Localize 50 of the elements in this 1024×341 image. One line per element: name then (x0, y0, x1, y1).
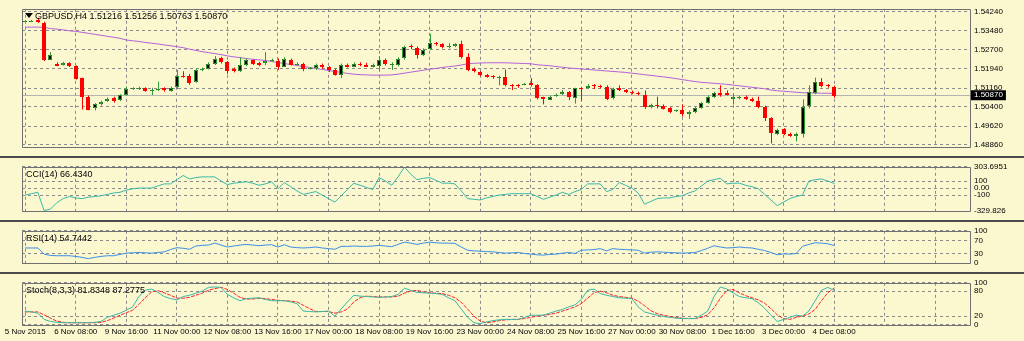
x-tick-label: 27 Nov 00:00 (608, 327, 657, 337)
candlestick (554, 92, 558, 98)
y-tick-label: 100 (974, 278, 988, 287)
y-tick-label: 1.52700 (974, 45, 1004, 55)
candlestick (181, 70, 185, 79)
y-tick-label: 70 (974, 235, 984, 245)
candlestick (579, 86, 583, 102)
y-tick-label: 100 (974, 226, 988, 235)
y-tick-label: 100 (974, 176, 988, 186)
x-tick-label: 17 Nov 00:00 (304, 327, 353, 337)
x-tick-label: 19 Nov 16:00 (405, 327, 454, 337)
x-tick-label: 9 Nov 16:00 (104, 327, 149, 337)
y-tick-label: 80 (974, 286, 984, 296)
x-tick-label: 6 Nov 08:00 (54, 327, 98, 337)
x-tick-label: 30 Nov 08:00 (658, 327, 707, 337)
y-tick-label: 0 (974, 319, 979, 329)
y-tick-label: 0.00 (974, 183, 991, 193)
y-tick-label: 303.6951 (974, 162, 1008, 171)
y-tick-label: 20 (974, 311, 984, 321)
x-tick-label: 11 Nov 00:00 (153, 327, 201, 337)
x-tick-label: 24 Nov 08:00 (506, 327, 556, 337)
chart-title: CCI(14) 66.4340 (26, 168, 93, 179)
candlestick (801, 98, 805, 139)
x-tick-label: 1 Dec 16:00 (711, 327, 756, 337)
y-tick-label: 0 (974, 258, 979, 268)
y-tick-label: -329.826 (974, 206, 1007, 216)
y-tick-label: 1.51160 (974, 83, 1003, 93)
y-tick-label: 1.50400 (974, 102, 1004, 112)
candlestick (807, 84, 811, 109)
y-tick-label: 1.48860 (974, 140, 1004, 150)
y-tick-label: 30 (974, 248, 984, 258)
chart-title: GBPUSD,H4 1.51216 1.51256 1.50763 1.50870 (35, 10, 228, 21)
x-tick-label: 3 Dec 00:00 (761, 327, 806, 337)
x-tick-label: 25 Nov 16:00 (557, 327, 606, 337)
x-tick-label: 23 Nov 00:00 (456, 327, 505, 337)
chart-title: RSI(14) 54.7442 (26, 232, 93, 243)
y-tick-label: 1.49620 (974, 121, 1004, 131)
candlestick (175, 69, 179, 90)
y-tick-label: 1.51940 (974, 63, 1004, 73)
y-tick-label: -100 (974, 190, 991, 200)
x-tick-label: 18 Nov 08:00 (355, 327, 404, 337)
ref-line-label: 1.50870 (974, 90, 1004, 100)
x-tick-label: 13 Nov 16:00 (254, 327, 303, 337)
x-tick-label: 5 Nov 2015 (4, 327, 47, 337)
candlestick (718, 84, 722, 98)
y-tick-label: 1.53480 (974, 25, 1004, 35)
x-tick-label: 12 Nov 08:00 (203, 327, 252, 337)
y-tick-label: 1.54240 (974, 6, 1004, 16)
x-tick-label: 4 Dec 08:00 (812, 327, 857, 337)
chart-title: Stoch(8,3,3) 81.8348 87.2775 (26, 284, 146, 295)
